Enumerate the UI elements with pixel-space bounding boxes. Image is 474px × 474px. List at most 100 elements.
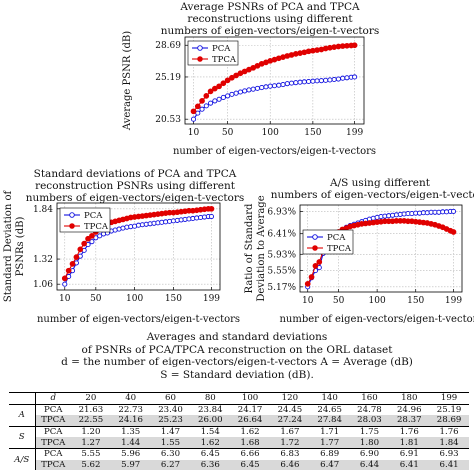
method-label: TPCA: [35, 459, 71, 471]
data-point: [233, 90, 239, 96]
x-tick-label: 199: [346, 128, 363, 138]
y-tick-label: 5.93%: [267, 250, 296, 260]
chart-title-line: numbers of eigen-vectors/eigen-t-vectors: [271, 189, 474, 201]
data-point: [254, 85, 261, 91]
x-tick-label: 10: [302, 296, 314, 306]
table-row: A PCA 21.63 22.73 23.40 23.84 24.17 24.45 24.65 2…: [9, 404, 469, 427]
table-cell: 5.55: [71, 447, 111, 460]
table-cell: 6.41: [389, 459, 430, 471]
header-corner: [9, 392, 36, 405]
table-cell: 25.23: [150, 415, 191, 427]
table-cell: 23.84: [197, 404, 223, 415]
table-cell: 1.20: [71, 425, 111, 438]
chart-1: Average PSNRs of PCA and TPCAreconstruct…: [122, 1, 379, 157]
legend-entry: PCA: [84, 211, 103, 221]
data-point: [77, 246, 84, 253]
y-tick-label: 25.19: [155, 73, 181, 83]
x-axis-label: number of eigen-vectors/eigen-t-vectors: [173, 146, 376, 157]
table-row: TPCA 1.27 1.44 1.55 1.62 1.68 1.72 1.77 1.80 1.81…: [9, 437, 469, 449]
legend-box: [59, 207, 111, 233]
data-point: [62, 281, 68, 287]
data-point: [306, 78, 312, 85]
chart-2: Standard deviations of PCA and TPCArecon…: [3, 168, 244, 325]
header-column: 120: [269, 392, 310, 405]
table-cell: 1.62: [230, 425, 270, 438]
header-column: 160: [349, 392, 390, 405]
data-point: [211, 85, 218, 92]
data-point: [310, 78, 316, 84]
legend-entry: PCA: [327, 233, 346, 243]
header-column: 40: [110, 392, 151, 405]
table-row: S PCA 1.20 1.35 1.47 1.54 1.62 1.67 1.71 1.75 1.76…: [9, 425, 469, 449]
table-cell: 24.96: [396, 404, 422, 415]
data-point: [207, 88, 214, 95]
data-point: [73, 254, 80, 260]
y-axis-label: PSNRs (dB): [15, 217, 26, 277]
x-tick-label: 150: [304, 128, 321, 138]
data-point: [216, 83, 222, 90]
table-cell: 1.76: [389, 425, 430, 438]
data-point: [208, 100, 214, 106]
x-tick-label: 10: [188, 128, 200, 138]
data-point: [229, 74, 235, 81]
table-cell: 1.35: [110, 425, 151, 438]
x-tick-label: 50: [222, 128, 234, 138]
data-point: [69, 261, 76, 267]
table-cell: 24.45: [277, 404, 303, 415]
header-column: 140: [309, 392, 350, 405]
table-cell: 1.75: [349, 425, 390, 438]
data-point: [340, 75, 346, 81]
group-label: S: [9, 425, 36, 449]
x-tick-label: 199: [203, 294, 220, 304]
table-cell: 1.81: [389, 437, 430, 449]
table-cell: 6.36: [190, 459, 231, 471]
table-cell: 1.55: [150, 437, 191, 449]
table-cell: 26.64: [230, 415, 270, 427]
table-header-row: d 20 40 60 80 100 120 140 160 180 199: [9, 392, 469, 405]
caption-line-2: of PSNRs of PCA/TPCA reconstruction on t…: [81, 343, 393, 356]
table-cell: 6.44: [349, 459, 390, 471]
data-point: [233, 72, 239, 79]
data-point: [259, 85, 265, 91]
legend-box: [187, 40, 239, 66]
header-column: 180: [389, 392, 430, 405]
y-tick-label: 6.93%: [267, 207, 296, 217]
data-point: [312, 263, 319, 269]
legend-marker: [69, 212, 75, 218]
data-point: [288, 80, 295, 86]
table-cell: 1.27: [71, 437, 111, 449]
x-axis-label: number of eigen-vectors/eigen-t-vectors: [279, 314, 474, 325]
data-point: [61, 275, 68, 282]
table-cell: 6.93: [429, 447, 469, 460]
table-cell: 24.16: [110, 415, 151, 427]
table-cell: 6.45: [230, 459, 270, 471]
data-point: [242, 88, 248, 94]
plot-frame: [56, 202, 221, 291]
x-tick-label: 100: [126, 294, 143, 304]
legend-marker: [197, 56, 203, 62]
x-tick-label: 150: [165, 294, 182, 304]
data-point: [280, 82, 286, 88]
chart-title-line: numbers of eigen-vectors/eigen-t-vectors: [161, 25, 380, 37]
data-point: [199, 106, 205, 112]
table-cell: 24.17: [237, 404, 263, 415]
table-cell: 1.44: [110, 437, 151, 449]
data-point: [250, 86, 256, 92]
data-point: [327, 77, 333, 83]
data-point: [190, 108, 197, 115]
data-point: [323, 77, 329, 83]
table-cell: 1.84: [429, 437, 469, 449]
chart-title-line: A/S using different: [329, 177, 431, 189]
data-point: [351, 42, 358, 49]
table-cell: 1.47: [150, 425, 191, 438]
data-point: [199, 98, 205, 104]
table-cell: 6.83: [269, 447, 310, 460]
table-cell: 5.62: [71, 459, 111, 471]
method-label: PCA: [43, 404, 63, 415]
method-label: TPCA: [35, 437, 71, 449]
data-point: [220, 80, 227, 87]
